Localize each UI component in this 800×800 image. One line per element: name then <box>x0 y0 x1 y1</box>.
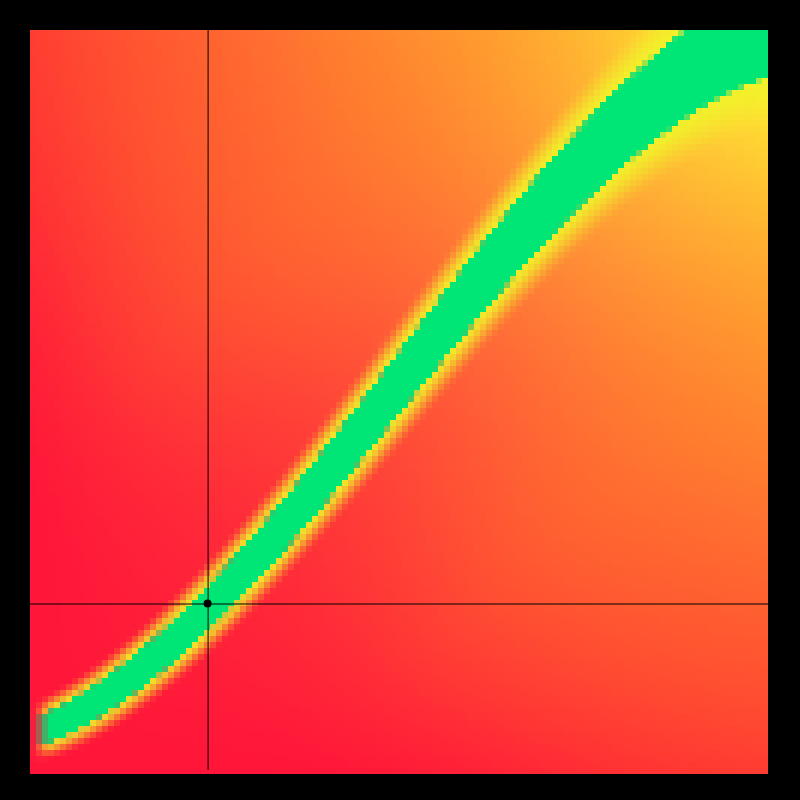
heatmap-canvas <box>0 0 800 800</box>
watermark-text: TheBottleneck.com <box>584 6 772 32</box>
chart-container: TheBottleneck.com <box>0 0 800 800</box>
